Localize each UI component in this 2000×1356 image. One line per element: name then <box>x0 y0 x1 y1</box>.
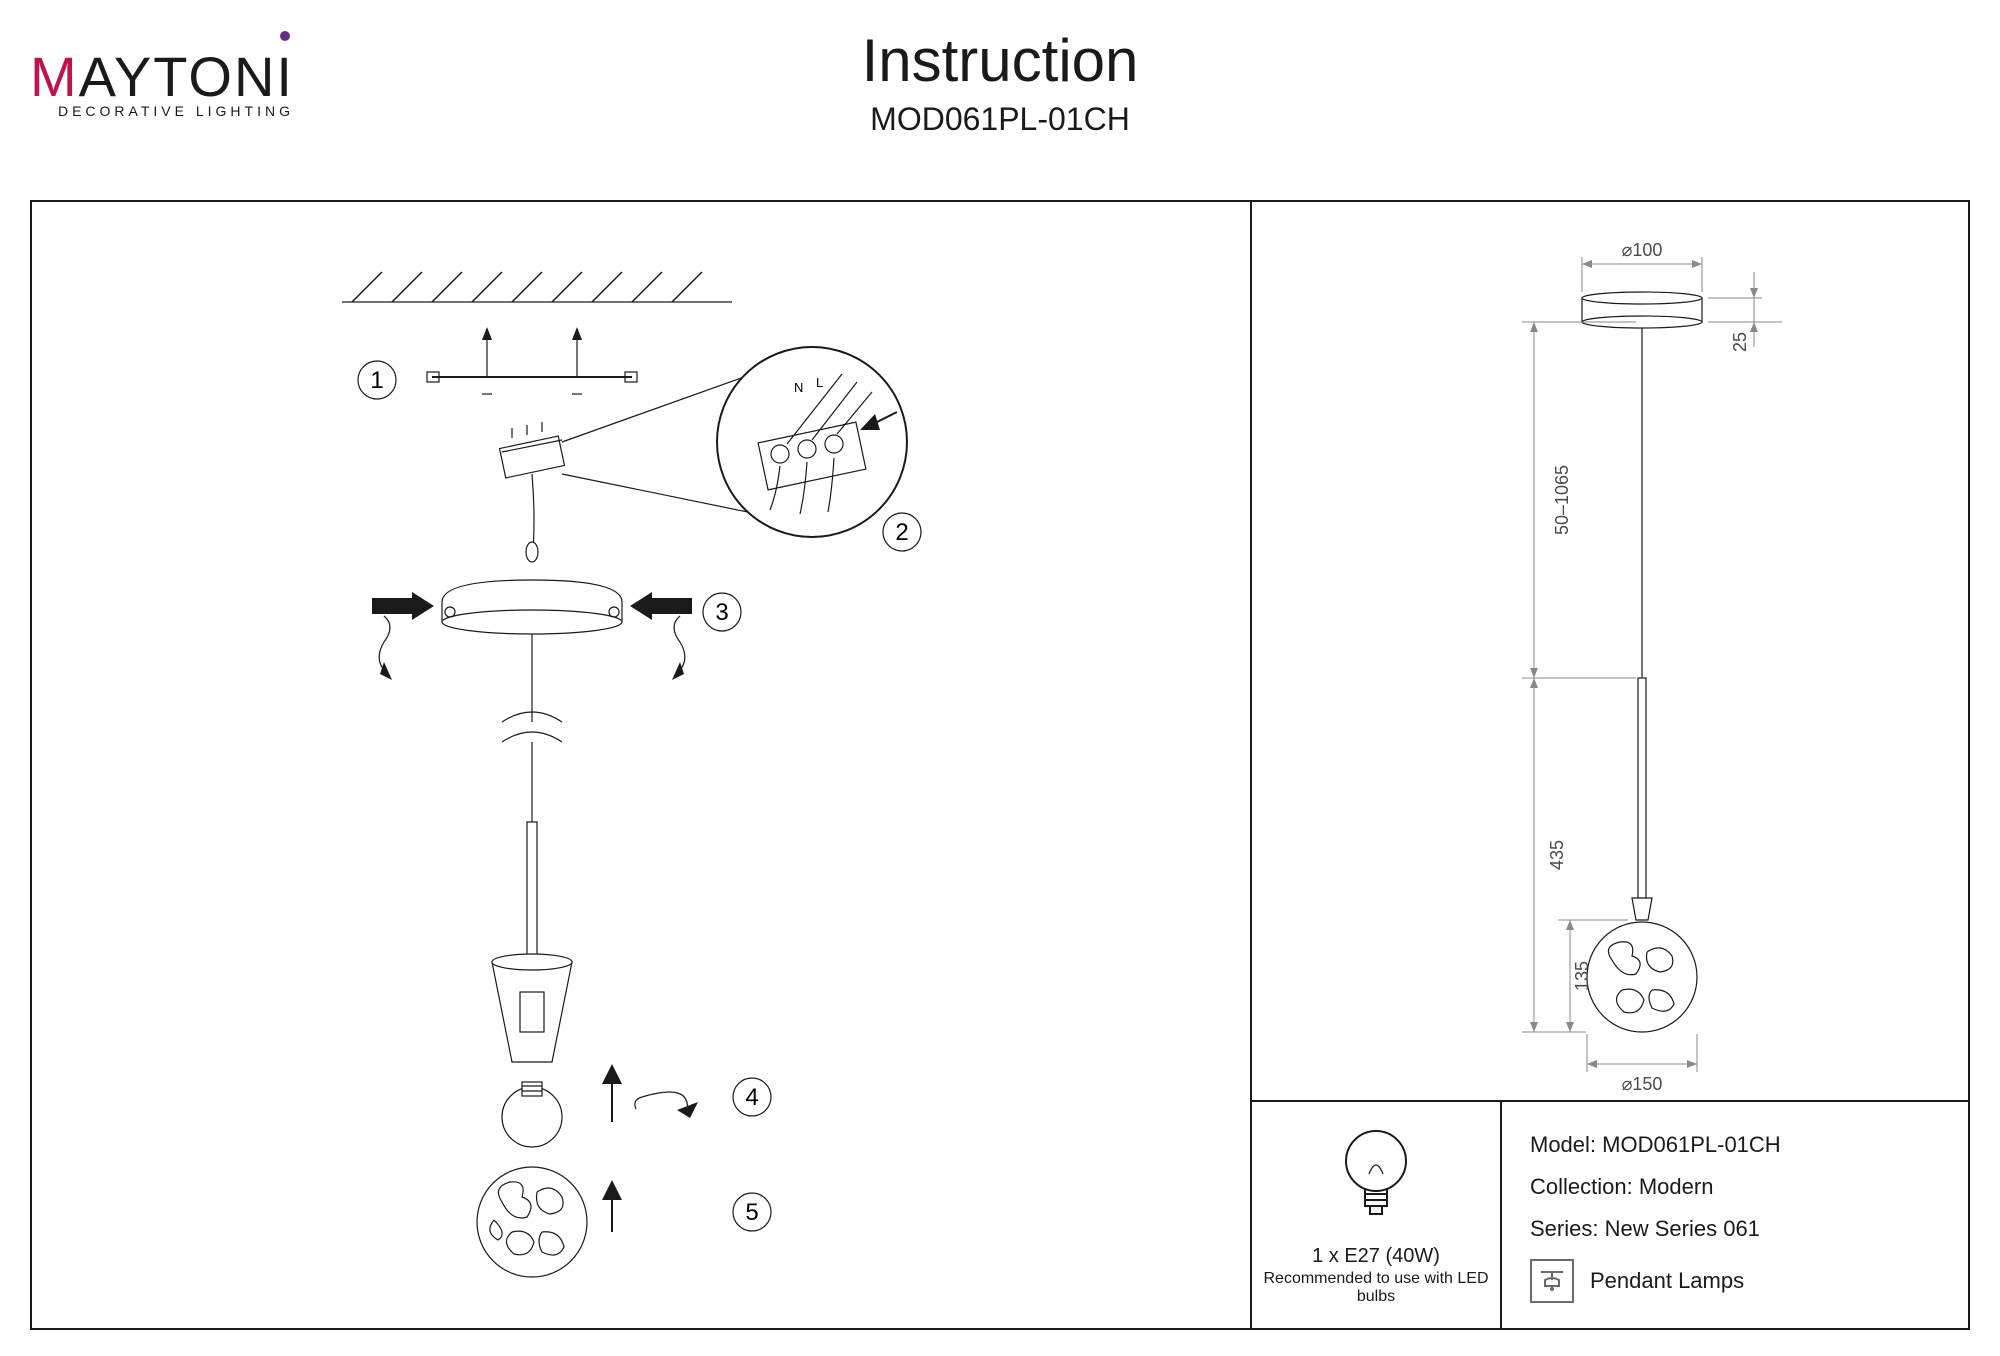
step-4-number: 4 <box>745 1084 758 1111</box>
info-collection: Collection: Modern <box>1530 1166 1942 1208</box>
dim-rod-value: 435 <box>1547 840 1567 870</box>
dimension-panel: ⌀100 25 50–1065 <box>1252 202 1970 1102</box>
assembly-diagram: 1 <box>32 202 1252 1330</box>
glass-globe <box>477 1167 587 1277</box>
terminal-block <box>500 422 565 478</box>
pendant-lamp-icon <box>1530 1259 1574 1303</box>
dim-canopy-h-value: 25 <box>1730 332 1750 352</box>
dim-globe-dia: ⌀150 <box>1587 1034 1697 1094</box>
dim-globe-dia-value: ⌀150 <box>1622 1074 1663 1094</box>
wiring-detail: N L <box>717 347 907 537</box>
brand-logo: MAYTONI DECORATIVE LIGHTING <box>30 44 294 119</box>
assembly-panel: 1 <box>32 202 1252 1330</box>
dim-cable: 50–1065 <box>1522 322 1636 678</box>
header: MAYTONI DECORATIVE LIGHTING Instruction … <box>0 20 2000 160</box>
socket <box>492 954 572 1062</box>
step-2-number: 2 <box>895 519 908 546</box>
info-type: Pendant Lamps <box>1530 1259 1942 1303</box>
step-5-number: 5 <box>745 1199 758 1226</box>
step-3-number: 3 <box>715 599 728 626</box>
bulb <box>502 1082 562 1147</box>
info-panel: Model: MOD061PL-01CH Collection: Modern … <box>1502 1102 1970 1330</box>
dim-globe <box>1587 922 1697 1032</box>
dim-globe-h-value: 135 <box>1572 961 1592 991</box>
brand-tagline: DECORATIVE LIGHTING <box>30 103 294 119</box>
canopy <box>442 580 622 634</box>
dimension-drawing: ⌀100 25 50–1065 <box>1252 202 1970 1102</box>
dim-canopy-h: 25 <box>1708 272 1782 352</box>
svg-text:L: L <box>816 375 823 390</box>
dim-cable-value: 50–1065 <box>1552 465 1572 535</box>
model-code: MOD061PL-01CH <box>862 101 1139 138</box>
info-type-label: Pendant Lamps <box>1590 1260 1744 1302</box>
svg-text:N: N <box>794 380 803 395</box>
bulb-icon <box>1341 1116 1411 1236</box>
page-title: Instruction <box>862 26 1139 95</box>
step-1-bracket <box>427 327 637 394</box>
brand-name: MAYTONI <box>30 44 294 109</box>
info-model: Model: MOD061PL-01CH <box>1530 1124 1942 1166</box>
drawing-frame: 1 <box>30 200 1970 1330</box>
title-block: Instruction MOD061PL-01CH <box>862 26 1139 138</box>
dim-canopy-dia: ⌀100 <box>1582 240 1702 292</box>
step-1-number: 1 <box>370 367 383 394</box>
bulb-panel: 1 x E27 (40W) Recommended to use with LE… <box>1252 1102 1502 1330</box>
bulb-spec: 1 x E27 (40W) <box>1252 1245 1500 1268</box>
bulb-recommendation: Recommended to use with LED bulbs <box>1252 1270 1500 1306</box>
ceiling-hatch <box>342 272 732 302</box>
step-4-arrows <box>602 1064 698 1122</box>
dim-canopy-dia-value: ⌀100 <box>1622 240 1663 260</box>
dim-canopy <box>1582 292 1702 328</box>
info-series: Series: New Series 061 <box>1530 1208 1942 1250</box>
